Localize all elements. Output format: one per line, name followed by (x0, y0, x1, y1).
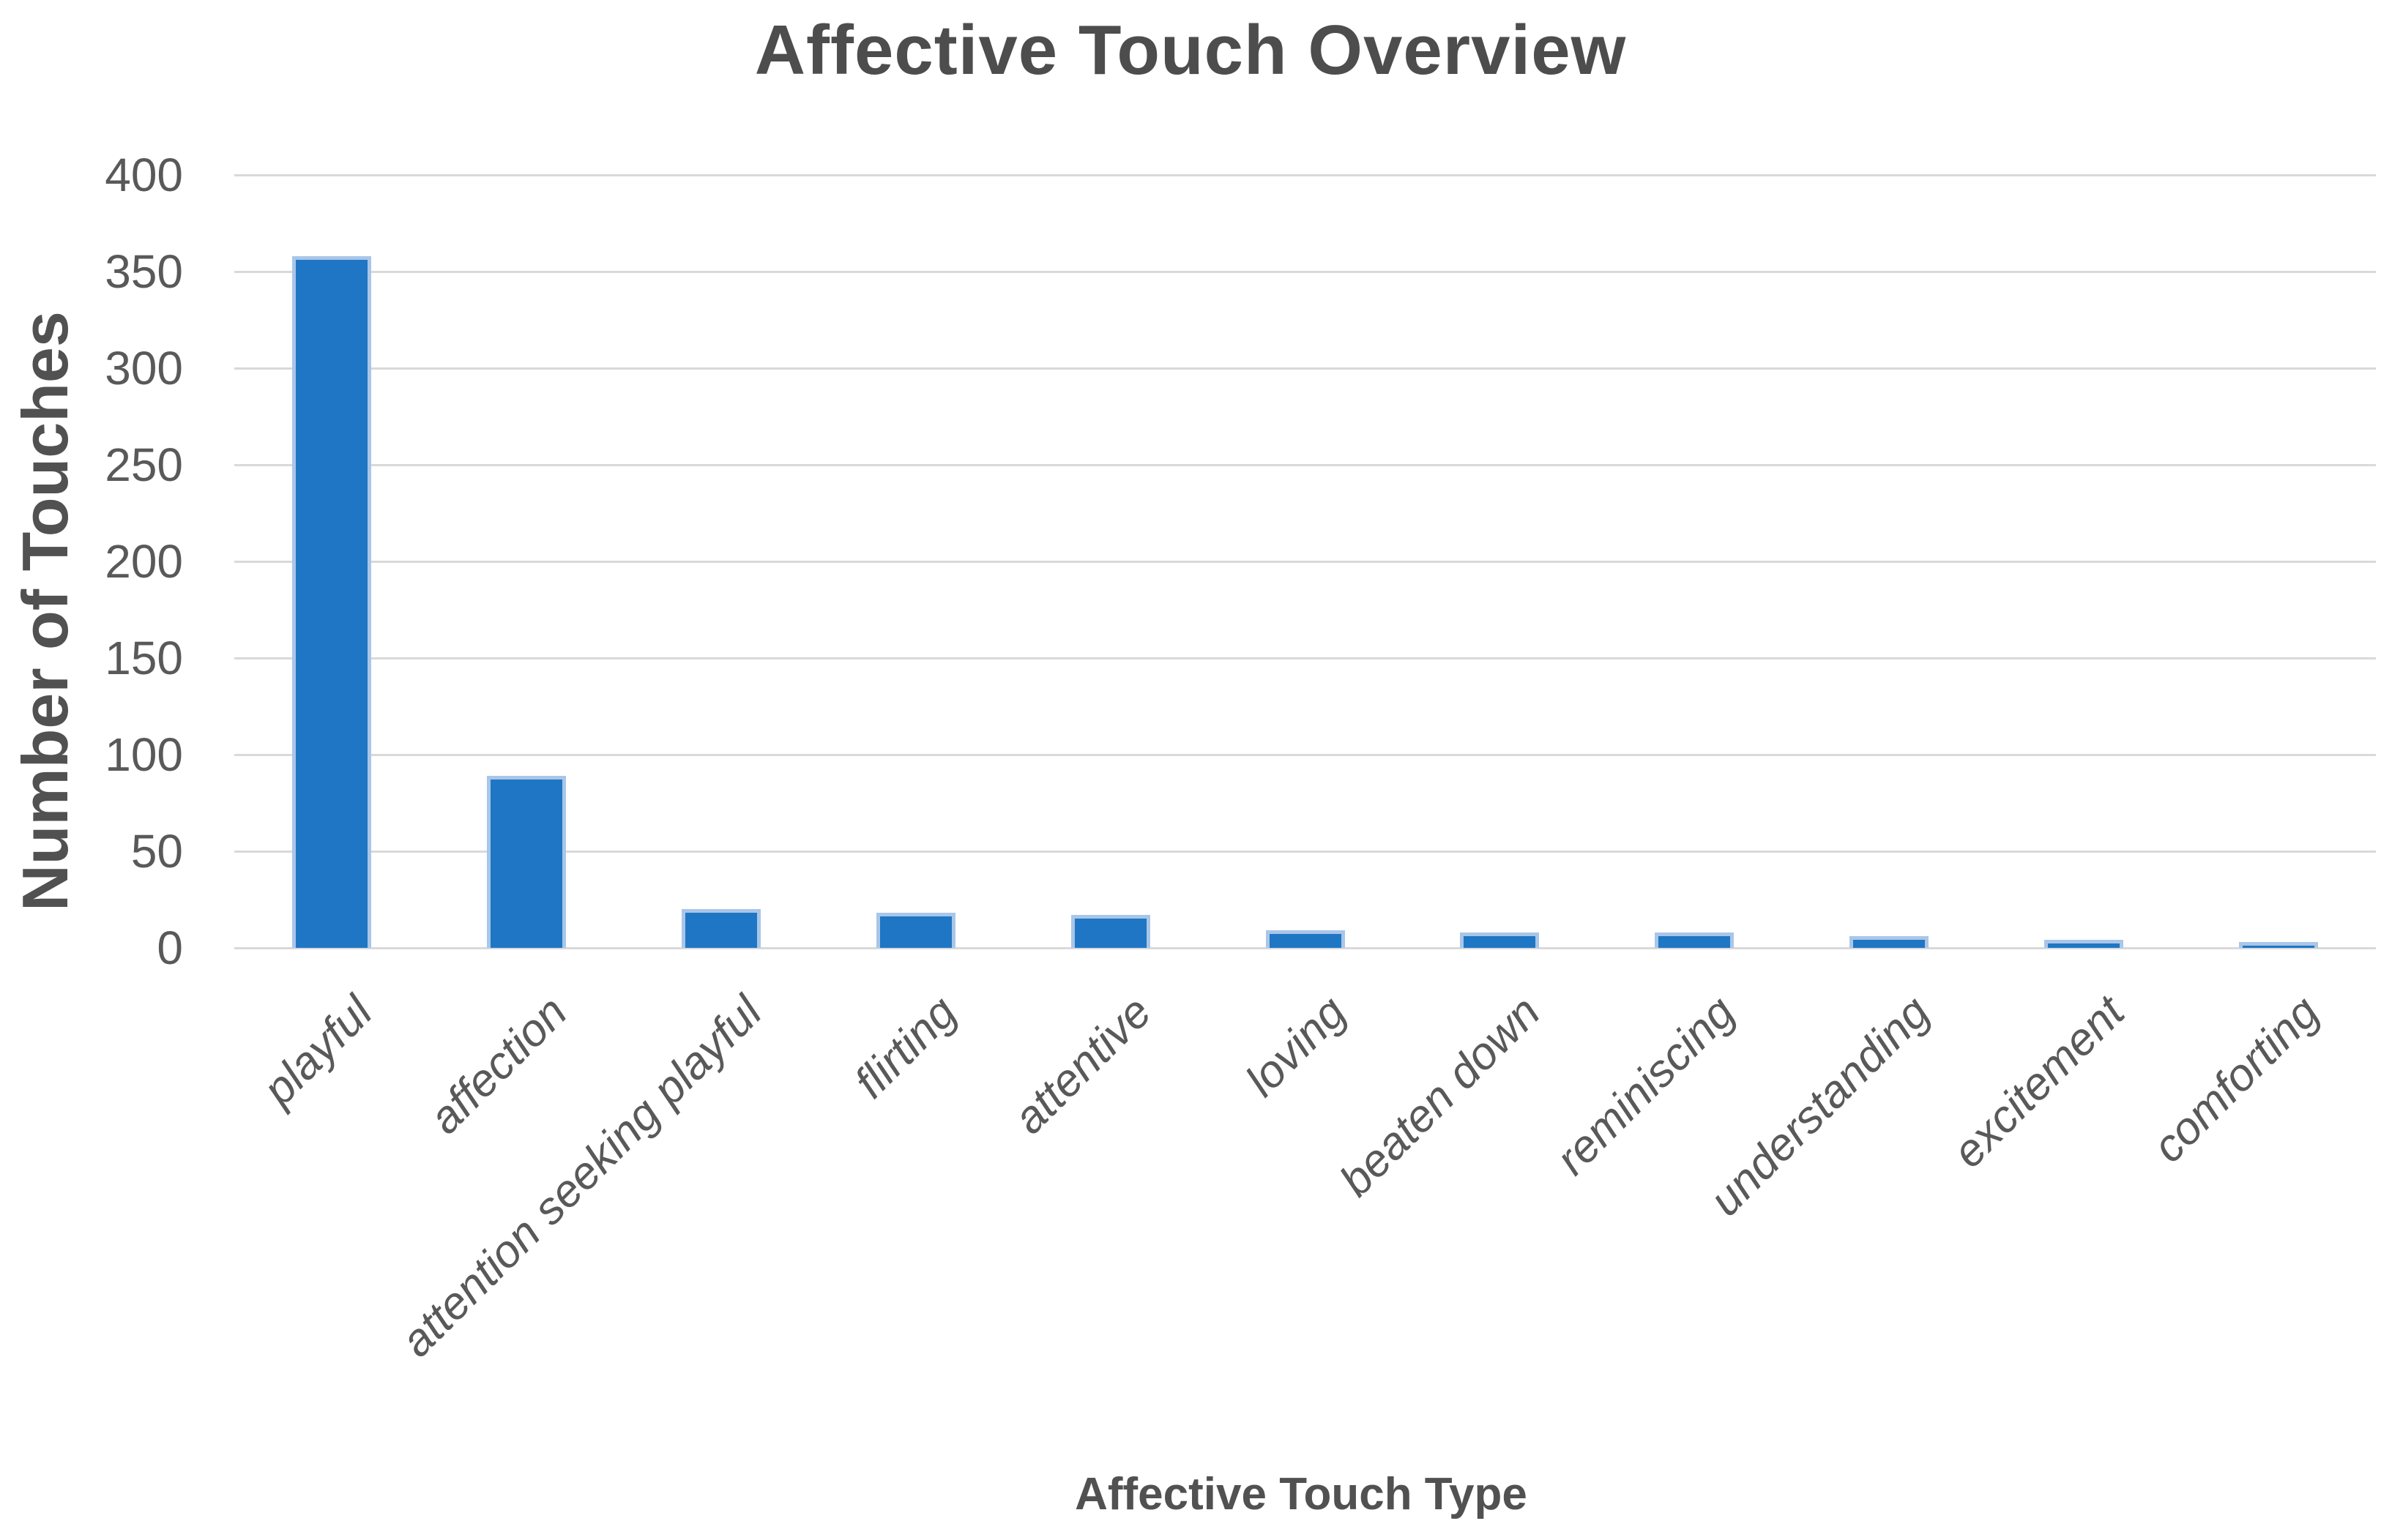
gridline (234, 367, 2376, 370)
gridline (234, 560, 2376, 563)
y-tick-label: 250 (105, 438, 183, 491)
y-axis-title: Number of Touches (9, 311, 81, 911)
bar-flirting (876, 913, 955, 948)
bar-attention-seeking-playful (681, 909, 761, 948)
y-tick-label: 0 (157, 922, 183, 974)
y-tick-label: 100 (105, 728, 183, 781)
bar-affection (486, 776, 566, 948)
bar-playful (291, 255, 371, 948)
gridline (234, 753, 2376, 756)
bar-understanding (1849, 936, 1929, 948)
bar-loving (1265, 930, 1345, 948)
y-tick-label: 400 (105, 149, 183, 201)
gridline (234, 946, 2376, 949)
gridline (234, 270, 2376, 273)
x-axis-title: Affective Touch Type (1075, 1469, 1527, 1520)
y-tick-label: 350 (105, 245, 183, 298)
bar-excitement (2044, 940, 2124, 948)
y-tick-label: 300 (105, 342, 183, 395)
bar-reminiscing (1655, 932, 1734, 948)
gridline (234, 173, 2376, 176)
chart-title: Affective Touch Overview (754, 11, 1627, 89)
bar-beaten-down (1460, 932, 1540, 948)
bar-attentive (1070, 915, 1150, 948)
bar-comforting (2239, 942, 2319, 948)
y-tick-label: 200 (105, 535, 183, 588)
y-tick-label: 150 (105, 632, 183, 684)
gridline (234, 657, 2376, 659)
gridline (234, 463, 2376, 466)
y-tick-label: 50 (130, 825, 183, 878)
gridline (234, 850, 2376, 853)
